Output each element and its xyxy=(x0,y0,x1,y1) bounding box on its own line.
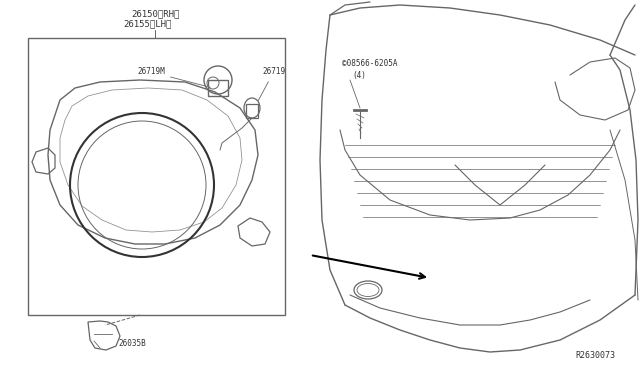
Text: (4): (4) xyxy=(352,71,366,80)
Text: R2630073: R2630073 xyxy=(575,351,615,360)
Bar xyxy=(28,38,285,315)
Text: 26035B: 26035B xyxy=(118,340,146,349)
FancyArrowPatch shape xyxy=(313,256,425,279)
Text: ©08566-6205A: ©08566-6205A xyxy=(342,59,397,68)
Text: 26719M: 26719M xyxy=(137,67,211,87)
Bar xyxy=(246,104,258,118)
Bar xyxy=(208,80,228,96)
Text: 26155〈LH〉: 26155〈LH〉 xyxy=(124,19,172,28)
Text: 26719: 26719 xyxy=(259,67,285,100)
Text: 26150〈RH〉: 26150〈RH〉 xyxy=(131,9,179,18)
